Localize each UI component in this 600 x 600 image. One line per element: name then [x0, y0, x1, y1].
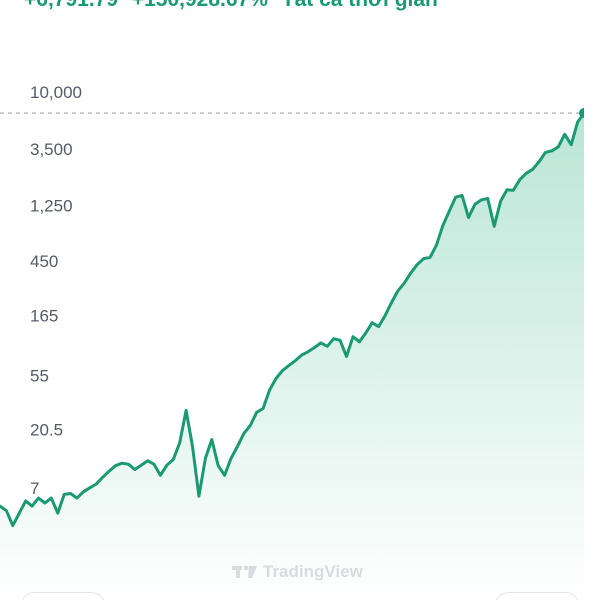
y-tick-label: 1,250 — [30, 196, 73, 215]
bottom-right-control[interactable] — [494, 592, 580, 600]
watermark-text: TradingView — [263, 562, 363, 581]
tradingview-logo-icon — [232, 565, 257, 578]
y-tick-label: 165 — [30, 307, 58, 326]
performance-header: +6,791.79 +150,928.67% Tất cả thời gian — [24, 0, 446, 12]
y-tick-label: 3,500 — [30, 140, 73, 159]
series-area-fill — [0, 113, 584, 600]
y-tick-label: 55 — [30, 366, 49, 385]
series-line — [0, 111, 586, 528]
period-label: Tất cả thời gian — [282, 0, 438, 11]
right-edge — [584, 0, 600, 600]
bottom-left-control[interactable] — [20, 592, 106, 600]
change-percent: +150,928.67% — [132, 0, 268, 11]
y-tick-label: 20.5 — [30, 420, 63, 439]
y-tick-label: 7 — [30, 479, 39, 498]
y-tick-label: 450 — [30, 252, 58, 271]
y-tick-label: 10,000 — [30, 83, 82, 102]
change-absolute: +6,791.79 — [24, 0, 118, 11]
tradingview-watermark: TradingView — [232, 562, 363, 582]
